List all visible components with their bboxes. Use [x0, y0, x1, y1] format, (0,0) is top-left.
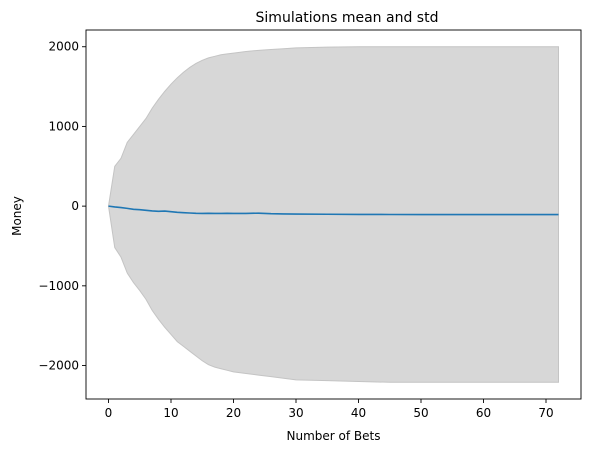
chart-title: Simulations mean and std [256, 10, 439, 26]
y-tick-label: 2000 [48, 40, 79, 54]
x-tick-label: 0 [105, 406, 113, 420]
plot-area: 0 10 20 30 40 50 60 70 −2000 −1000 0 1000 2000 [38, 30, 581, 420]
x-axis-label: Number of Bets [287, 429, 381, 443]
y-tick-label: 1000 [48, 119, 79, 133]
x-tick-label: 30 [288, 406, 303, 420]
x-tick-label: 70 [538, 406, 553, 420]
x-tick-label: 60 [476, 406, 491, 420]
x-tick-label: 10 [163, 406, 178, 420]
x-tick-label: 20 [226, 406, 241, 420]
y-tick-label: −1000 [38, 279, 79, 293]
y-tick-label: −2000 [38, 359, 79, 373]
x-tick-label: 50 [413, 406, 428, 420]
x-tick-label: 40 [351, 406, 366, 420]
y-axis-label: Money [10, 196, 24, 236]
y-tick-label: 0 [71, 199, 79, 213]
